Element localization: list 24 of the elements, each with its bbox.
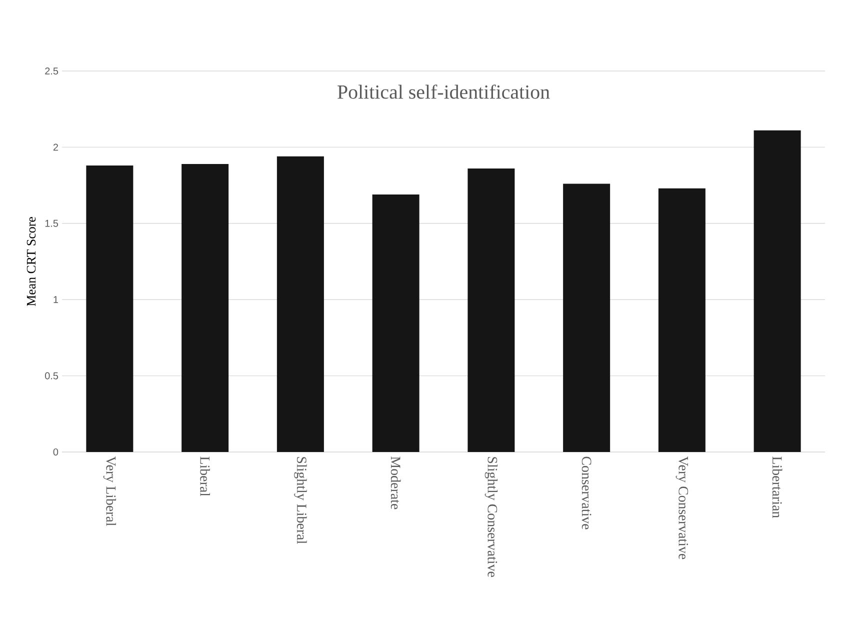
bar [86, 165, 134, 452]
x-tick-label: Moderate [390, 456, 401, 510]
y-tick-label: 0.5 [45, 372, 58, 380]
x-tick-label: Very Conservative [676, 456, 688, 560]
y-tick-label: 1 [54, 296, 58, 304]
x-tick-label: Slightly Liberal [294, 457, 307, 544]
x-tick-label: Conservative [582, 456, 592, 530]
bar [468, 168, 515, 452]
bar [182, 164, 229, 452]
bar [563, 184, 610, 452]
y-tick-label: 0 [53, 448, 58, 456]
y-tick-label: 2.5 [45, 67, 58, 75]
y-tick-label: 1.5 [45, 220, 58, 227]
x-tick-label: Slightly Conservative [484, 457, 498, 577]
text: Political self-identification [338, 84, 550, 99]
x-tick-label: Liberal [200, 456, 210, 496]
x-tick-label: Very Liberal [103, 456, 116, 526]
bar [658, 188, 706, 452]
x-tick-label: Libertarian [772, 456, 782, 518]
bar [276, 156, 324, 452]
bar [754, 130, 801, 452]
y-tick-label: 2 [53, 144, 58, 151]
y-axis-title: Mean CRT Score [26, 217, 36, 306]
bar [372, 194, 420, 452]
